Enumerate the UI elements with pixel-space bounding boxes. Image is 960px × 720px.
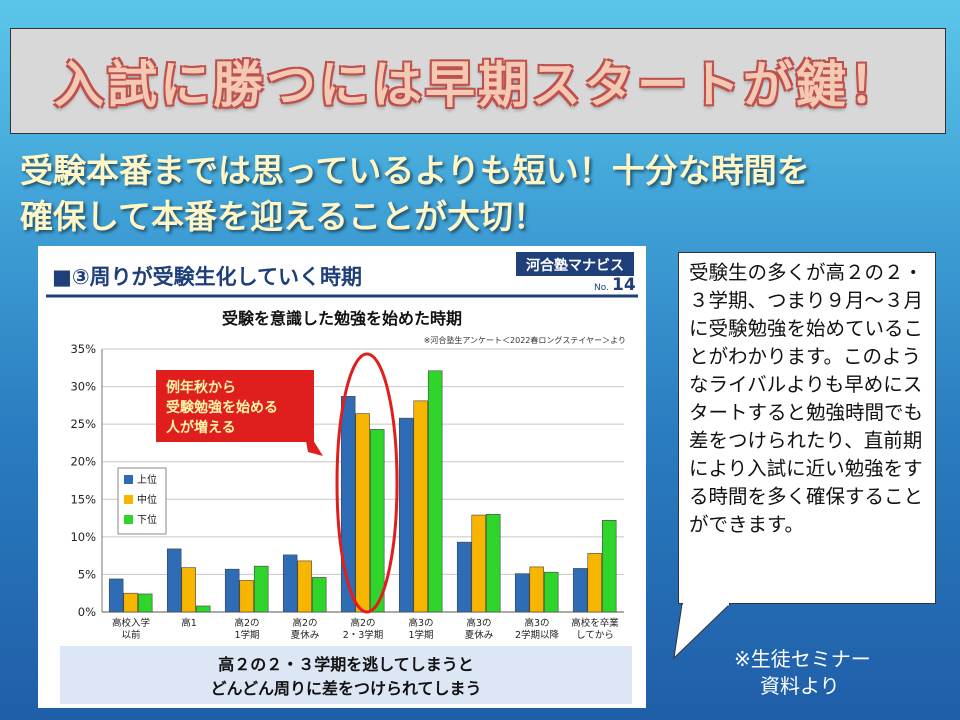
bottom-band-line-2: どんどん周りに差をつけられてしまう bbox=[210, 679, 481, 698]
bar-upper bbox=[572, 568, 588, 613]
chart-panel: ■③周りが受験生化していく時期 河合塾マナビス No. 14 受験を意識した勉強… bbox=[38, 246, 646, 708]
y-tick-label: 5% bbox=[78, 567, 96, 581]
legend-label-lower: 下位 bbox=[137, 513, 157, 526]
bar-lower bbox=[369, 429, 385, 613]
y-tick-label: 35% bbox=[70, 342, 96, 356]
source-note: ※河合塾生アンケート＜2022春ロングステイヤー＞より bbox=[424, 335, 626, 345]
x-tick-label: 夏休み bbox=[291, 629, 320, 641]
y-tick-label: 0% bbox=[78, 605, 96, 619]
page-number: 14 bbox=[612, 275, 636, 295]
bottom-band-line-1: 高２の２・３学期を逃してしまうと bbox=[218, 655, 474, 674]
y-tick-label: 15% bbox=[70, 492, 96, 506]
explanation-callout-tail bbox=[673, 602, 732, 660]
bar-lower bbox=[427, 370, 443, 613]
x-tick-label: 2・3学期 bbox=[343, 629, 384, 641]
bar-upper bbox=[166, 548, 182, 613]
bottom-band bbox=[60, 646, 632, 704]
brand-badge bbox=[516, 252, 634, 276]
chart-title: 受験を意識した勉強を始めた時期 bbox=[222, 309, 462, 328]
red-callout-line-1: 例年秋から bbox=[166, 379, 236, 396]
y-tick-label: 10% bbox=[70, 530, 96, 544]
bar-middle bbox=[587, 553, 602, 613]
bar-upper bbox=[514, 573, 530, 613]
x-tick-label: 高校入学 bbox=[112, 617, 150, 629]
bar-upper bbox=[456, 541, 472, 613]
y-tick-label: 30% bbox=[70, 380, 96, 394]
bar-lower bbox=[601, 520, 617, 613]
bar-middle bbox=[529, 566, 544, 613]
bar-upper bbox=[398, 417, 414, 613]
x-tick-label: 夏休み bbox=[465, 629, 494, 641]
bar-lower bbox=[137, 593, 153, 613]
page-no-prefix: No. bbox=[594, 283, 609, 293]
y-tick-label: 25% bbox=[70, 417, 96, 431]
x-tick-label: 高2の bbox=[350, 617, 375, 629]
y-tick-label: 20% bbox=[70, 455, 96, 469]
bar-middle bbox=[123, 592, 138, 613]
bar-lower bbox=[485, 514, 501, 613]
bar-lower bbox=[311, 577, 327, 613]
callout-tail-shape bbox=[673, 603, 732, 660]
panel-header-text: ■③周りが受験生化していく時期 bbox=[52, 265, 362, 289]
x-tick-label: 高2の bbox=[292, 617, 317, 629]
bar-upper bbox=[340, 396, 356, 613]
bar-middle bbox=[239, 580, 254, 613]
subtitle-line-2: 確保して本番を迎えることが大切！ bbox=[20, 197, 547, 236]
x-tick-label: 高3の bbox=[466, 617, 491, 629]
legend-label-middle: 中位 bbox=[137, 493, 157, 506]
x-tick-label: 高3の bbox=[524, 617, 549, 629]
bar-middle bbox=[471, 514, 486, 613]
x-tick-label: 高2の bbox=[234, 617, 259, 629]
bar-upper bbox=[282, 554, 298, 613]
explanation-text: 受験生の多くが高２の２・３学期、つまり９月～３月に受験勉強を始めていることがわか… bbox=[689, 261, 924, 536]
bar-middle bbox=[413, 400, 428, 613]
bar-lower bbox=[195, 605, 211, 613]
red-callout-line-3: 人が増える bbox=[166, 419, 236, 436]
brand-name: 河合塾マナビス bbox=[526, 257, 624, 274]
bar-lower bbox=[253, 565, 269, 613]
source-footnote: ※生徒セミナー 資料より bbox=[734, 646, 934, 700]
chart-panel-svg: ■③周りが受験生化していく時期 河合塾マナビス No. 14 受験を意識した勉強… bbox=[38, 246, 646, 704]
x-tick-label: してから bbox=[576, 630, 614, 641]
x-tick-label: 以前 bbox=[121, 629, 140, 641]
highlight-ellipse bbox=[335, 352, 399, 614]
x-tick-label: 高3の bbox=[408, 617, 433, 629]
footnote-line-1: ※生徒セミナー bbox=[734, 647, 871, 671]
x-tick-label: 高校を卒業 bbox=[571, 617, 619, 629]
slide-title: 入試に勝つには早期スタートが鍵！ bbox=[54, 56, 902, 114]
subtitle-line-1: 受験本番までは思っているよりも短い！十分な時間を bbox=[20, 151, 810, 190]
bar-middle bbox=[355, 413, 370, 613]
bar-lower bbox=[543, 571, 559, 613]
red-callout-line-2: 受験勉強を始める bbox=[166, 399, 278, 416]
x-tick-label: 高1 bbox=[181, 617, 197, 629]
x-tick-label: 1学期 bbox=[408, 629, 433, 641]
legend: 上位 中位 下位 bbox=[117, 467, 167, 535]
bar-middle bbox=[297, 560, 312, 613]
legend-swatch-upper bbox=[124, 475, 133, 484]
bar-middle bbox=[181, 567, 196, 613]
footnote-line-2: 資料より bbox=[760, 674, 840, 698]
legend-label-upper: 上位 bbox=[137, 473, 157, 486]
red-callout-box bbox=[156, 370, 314, 442]
legend-swatch-middle bbox=[124, 495, 133, 504]
legend-swatch-lower bbox=[124, 515, 133, 524]
x-tick-label: 2学期以降 bbox=[515, 629, 560, 641]
slide-subtitle: 受験本番までは思っているよりも短い！十分な時間を 確保して本番を迎えることが大切… bbox=[20, 148, 940, 240]
x-tick-label: 1学期 bbox=[234, 629, 259, 641]
title-box: 入試に勝つには早期スタートが鍵！ bbox=[10, 28, 946, 134]
explanation-callout: 受験生の多くが高２の２・３学期、つまり９月～３月に受験勉強を始めていることがわか… bbox=[678, 252, 936, 604]
bar-upper bbox=[108, 578, 124, 613]
bar-upper bbox=[224, 568, 240, 613]
